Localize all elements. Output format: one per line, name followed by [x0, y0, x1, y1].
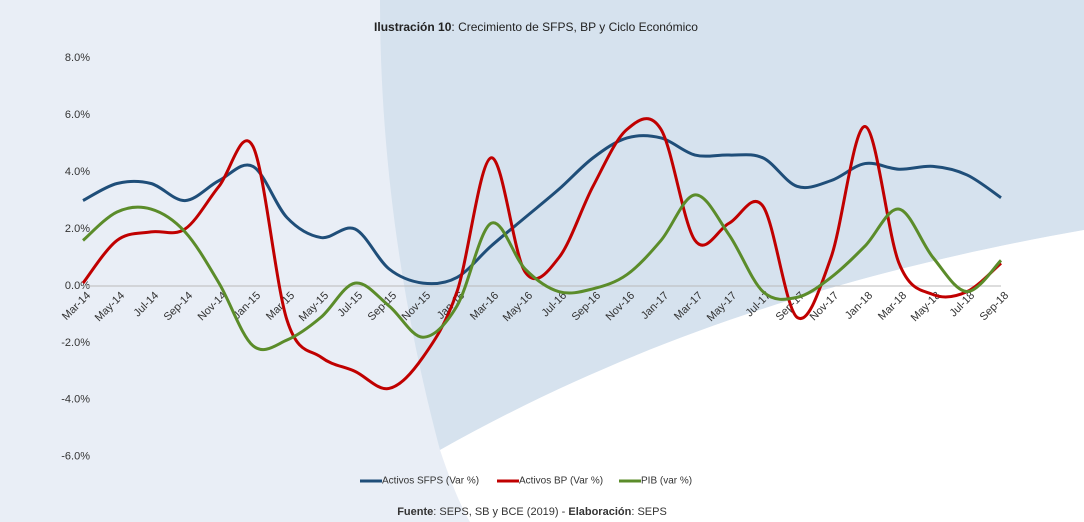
source: Fuente: SEPS, SB y BCE (2019) - Elaborac…: [397, 506, 667, 518]
y-tick-label: 6.0%: [65, 109, 90, 121]
title-bold: Ilustración 10: [374, 20, 452, 34]
background-shape: [440, 230, 1084, 522]
background-shape: [380, 0, 1084, 450]
y-tick-label: 8.0%: [65, 52, 90, 64]
y-tick-label: -4.0%: [61, 394, 90, 406]
title-rest: : Crecimiento de SFPS, BP y Ciclo Económ…: [451, 20, 698, 34]
source-part: : SEPS, SB y BCE (2019) -: [433, 506, 568, 518]
legend-label: Activos BP (Var %): [519, 476, 603, 487]
y-tick-label: 2.0%: [65, 223, 90, 235]
y-tick-label: -2.0%: [61, 337, 90, 349]
legend-label: PIB (var %): [641, 476, 692, 487]
series-line: [82, 134, 1002, 286]
source-part: Elaboración: [568, 506, 631, 518]
source-part: : SEPS: [631, 506, 666, 518]
chart-title: Ilustración 10: Crecimiento de SFPS, BP …: [374, 20, 698, 34]
series-line: [81, 117, 1002, 391]
source-part: Fuente: [397, 506, 433, 518]
y-tick-label: -6.0%: [61, 451, 90, 463]
series-line: [82, 193, 1003, 352]
y-tick-label: 4.0%: [65, 166, 90, 178]
legend-label: Activos SFPS (Var %): [382, 476, 479, 487]
